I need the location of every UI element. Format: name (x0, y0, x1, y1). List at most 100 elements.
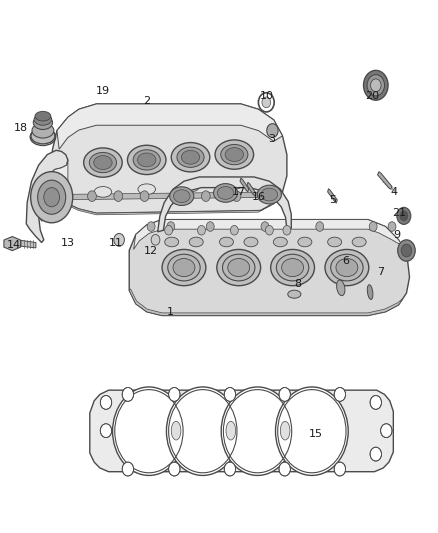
Circle shape (370, 447, 381, 461)
Ellipse shape (133, 150, 160, 170)
Ellipse shape (215, 140, 254, 169)
Polygon shape (129, 220, 410, 316)
Circle shape (169, 387, 180, 401)
Circle shape (114, 191, 123, 201)
Ellipse shape (288, 290, 301, 298)
Ellipse shape (352, 237, 366, 247)
Ellipse shape (34, 114, 52, 125)
Circle shape (401, 244, 412, 257)
Circle shape (388, 222, 396, 231)
Ellipse shape (35, 111, 51, 121)
Text: 8: 8 (294, 279, 301, 288)
Ellipse shape (33, 116, 53, 130)
Circle shape (316, 222, 324, 231)
Circle shape (370, 395, 381, 409)
Ellipse shape (89, 152, 117, 173)
Text: 15: 15 (308, 430, 322, 439)
Text: 13: 13 (61, 238, 75, 247)
Ellipse shape (273, 237, 287, 247)
Ellipse shape (328, 237, 342, 247)
Ellipse shape (226, 421, 236, 440)
Polygon shape (328, 189, 337, 203)
Circle shape (400, 211, 408, 221)
Ellipse shape (162, 249, 206, 286)
Circle shape (279, 462, 290, 476)
Polygon shape (57, 104, 283, 149)
Ellipse shape (217, 187, 234, 199)
Circle shape (147, 222, 155, 231)
Ellipse shape (165, 237, 179, 247)
Circle shape (262, 97, 271, 108)
Text: 11: 11 (109, 238, 123, 247)
Circle shape (122, 387, 134, 401)
Polygon shape (39, 160, 68, 221)
Polygon shape (50, 192, 284, 200)
Ellipse shape (261, 188, 278, 201)
Ellipse shape (181, 150, 200, 164)
Polygon shape (129, 289, 403, 316)
Circle shape (151, 235, 160, 245)
Text: 10: 10 (260, 91, 274, 101)
Circle shape (279, 387, 290, 401)
Ellipse shape (367, 285, 373, 300)
Text: 21: 21 (392, 208, 406, 218)
Text: 7: 7 (378, 267, 385, 277)
Polygon shape (21, 240, 36, 248)
Circle shape (369, 222, 377, 231)
Circle shape (224, 462, 236, 476)
Circle shape (334, 387, 346, 401)
Circle shape (381, 424, 392, 438)
Ellipse shape (94, 156, 112, 169)
Ellipse shape (168, 254, 200, 281)
Circle shape (64, 191, 72, 201)
Ellipse shape (189, 237, 203, 247)
Circle shape (201, 191, 210, 201)
Circle shape (113, 387, 185, 475)
Circle shape (371, 79, 381, 92)
Text: 12: 12 (144, 246, 158, 255)
Polygon shape (134, 220, 403, 249)
Polygon shape (26, 150, 68, 243)
Ellipse shape (336, 280, 345, 296)
Circle shape (334, 462, 346, 476)
Polygon shape (4, 237, 21, 251)
Circle shape (367, 75, 385, 96)
Circle shape (165, 225, 173, 235)
Ellipse shape (213, 183, 237, 203)
Ellipse shape (84, 148, 122, 177)
Circle shape (100, 424, 112, 438)
Circle shape (364, 70, 388, 100)
Circle shape (232, 191, 241, 201)
Text: 19: 19 (96, 86, 110, 95)
Circle shape (171, 191, 180, 201)
Circle shape (31, 172, 73, 223)
Ellipse shape (225, 148, 244, 161)
Ellipse shape (173, 190, 190, 203)
Ellipse shape (257, 185, 281, 204)
Polygon shape (247, 182, 256, 196)
Circle shape (261, 222, 269, 231)
Ellipse shape (170, 187, 194, 205)
Ellipse shape (138, 184, 155, 195)
Ellipse shape (173, 259, 195, 277)
Text: 1: 1 (167, 307, 174, 317)
Ellipse shape (182, 181, 199, 192)
Circle shape (169, 462, 180, 476)
Circle shape (397, 207, 411, 224)
Circle shape (258, 191, 267, 201)
Ellipse shape (336, 259, 358, 277)
Polygon shape (50, 192, 283, 215)
Text: 5: 5 (329, 195, 336, 205)
Ellipse shape (32, 123, 54, 138)
Ellipse shape (219, 237, 233, 247)
Circle shape (88, 191, 96, 201)
Text: 6: 6 (343, 256, 350, 266)
Circle shape (265, 225, 273, 235)
Ellipse shape (177, 147, 204, 167)
Circle shape (167, 222, 175, 231)
Ellipse shape (228, 259, 250, 277)
Circle shape (398, 240, 415, 261)
Text: 9: 9 (393, 230, 400, 239)
Ellipse shape (31, 128, 55, 144)
Ellipse shape (226, 179, 243, 189)
